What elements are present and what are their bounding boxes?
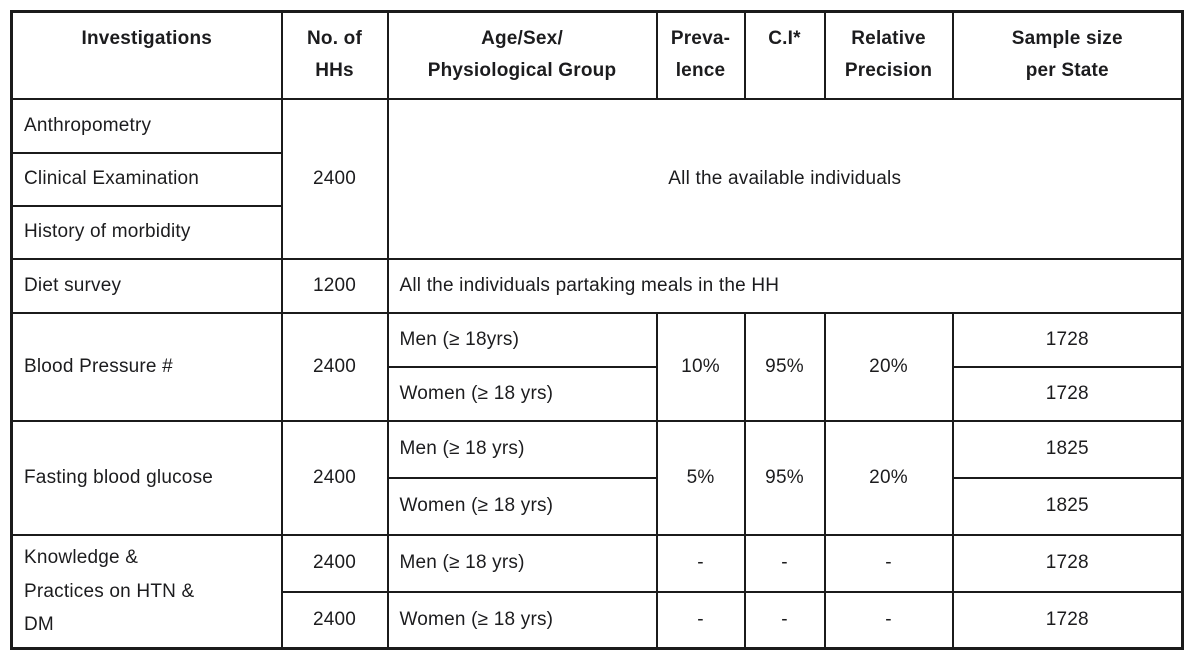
table-row-fasting-glucose-women: Women (≥ 18 yrs) 1825 (12, 476, 1184, 536)
diet-survey-label: Diet survey (10, 257, 283, 314)
blood-pressure-men-group-cell: Men (≥ 18yrs) (386, 311, 658, 368)
fasting-glucose-precision-cell: 20% (823, 419, 954, 536)
knowledge-practices-men-prevalence-cell: - (655, 533, 746, 593)
fasting-glucose-men-group-cell: Men (≥ 18 yrs) (386, 419, 658, 479)
anthropometry-label: Anthropometry (10, 97, 283, 154)
fasting-glucose-prevalence-cell: 5% (655, 419, 746, 536)
diet-group-cell: All the individuals partaking meals in t… (386, 257, 1184, 314)
knowledge-practices-men-sample-cell: 1728 (951, 533, 1184, 593)
table-row-knowledge-practices-men: Knowledge & Practices on HTN & DM 2400 M… (10, 533, 1184, 650)
knowledge-practices-women-prevalence-cell: - (655, 590, 746, 650)
knowledge-practices-men-ci-cell: - (743, 533, 826, 593)
table-row-diet-survey: Diet survey 1200 All the individuals par… (10, 257, 1184, 314)
table-row-history-of-morbidity: History of morbidity (10, 204, 1183, 260)
fasting-glucose-women-group-cell: Women (≥ 18 yrs) (386, 476, 658, 536)
knowledge-practices-women-ci-cell: - (743, 590, 826, 650)
blood-pressure-sample-men-cell: 1728 (951, 311, 1184, 368)
knowledge-practices-men-precision-cell: - (823, 533, 954, 593)
blood-pressure-precision-cell: 20% (823, 311, 954, 422)
knowledge-practices-women-group-cell: Women (≥ 18 yrs) (386, 590, 658, 650)
fasting-glucose-sample-men-cell: 1825 (951, 419, 1184, 479)
blood-pressure-sample-women-cell: 1728 (951, 365, 1184, 422)
col-header-ci: C.I* (743, 10, 826, 100)
anthropometry-group-cell: All the available individuals (386, 97, 1184, 260)
blood-pressure-label: Blood Pressure # (10, 311, 283, 422)
knowledge-practices-women-sample-cell: 1728 (951, 590, 1184, 650)
table-header: Investigations No. of HHs Age/Sex/ Physi… (10, 10, 1184, 100)
blood-pressure-ci-cell: 95% (743, 311, 826, 422)
history-of-morbidity-label: History of morbidity (10, 204, 283, 260)
table-row-blood-pressure-men: Blood Pressure # 2400 Men (≥ 18yrs) 10% … (10, 311, 1184, 422)
diet-hhs-cell: 1200 (280, 257, 389, 314)
col-header-no-of-hhs: No. of HHs (280, 10, 389, 100)
table-row-knowledge-practices-women: 2400 Women (≥ 18 yrs) - - - 1728 (12, 590, 1184, 650)
knowledge-practices-men-group-cell: Men (≥ 18 yrs) (386, 533, 658, 593)
col-header-investigations: Investigations (10, 10, 283, 100)
survey-design-table: Investigations No. of HHs Age/Sex/ Physi… (10, 10, 1184, 650)
blood-pressure-prevalence-cell: 10% (655, 311, 746, 422)
fasting-glucose-sample-women-cell: 1825 (951, 476, 1184, 536)
clinical-examination-label: Clinical Examination (10, 151, 283, 207)
header-row: Investigations No. of HHs Age/Sex/ Physi… (10, 10, 1184, 100)
anthropometry-hhs-cell: 2400 (280, 97, 389, 260)
col-header-sample-size: Sample size per State (951, 10, 1184, 100)
knowledge-practices-women-hhs-cell: 2400 (280, 590, 389, 650)
table-body: Anthropometry 2400 All the available ind… (10, 97, 1184, 650)
blood-pressure-hhs-cell: 2400 (280, 311, 389, 422)
col-header-prevalence: Preva- lence (655, 10, 746, 100)
table-row-anthropometry: Anthropometry 2400 All the available ind… (10, 97, 1184, 260)
knowledge-practices-women-precision-cell: - (823, 590, 954, 650)
fasting-glucose-hhs-cell: 2400 (280, 419, 389, 536)
knowledge-practices-label: Knowledge & Practices on HTN & DM (10, 533, 283, 650)
col-header-relative-precision: Relative Precision (823, 10, 954, 100)
knowledge-practices-men-hhs-cell: 2400 (280, 533, 389, 593)
col-header-age-sex-group: Age/Sex/ Physiological Group (386, 10, 658, 100)
fasting-glucose-label: Fasting blood glucose (10, 419, 283, 536)
blood-pressure-women-group-cell: Women (≥ 18 yrs) (386, 365, 658, 422)
table-row-fasting-glucose-men: Fasting blood glucose 2400 Men (≥ 18 yrs… (10, 419, 1184, 536)
fasting-glucose-ci-cell: 95% (743, 419, 826, 536)
table-row-blood-pressure-women: Women (≥ 18 yrs) 1728 (12, 365, 1184, 422)
table-row-clinical-examination: Clinical Examination (10, 151, 1183, 207)
